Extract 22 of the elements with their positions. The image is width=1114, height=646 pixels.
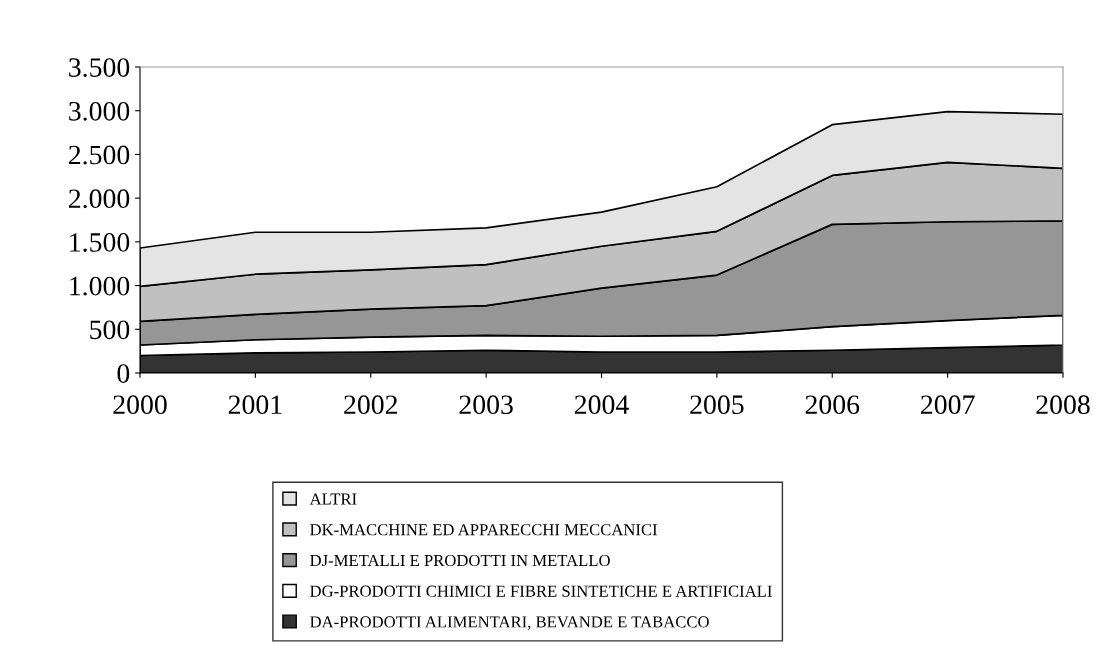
y-tick-label: 2.500	[69, 145, 130, 165]
x-tick-label: 2005	[690, 395, 744, 415]
y-tick-label: 1.000	[70, 276, 130, 296]
x-tick-label: 2007	[921, 395, 975, 415]
x-tick-label: 2008	[1036, 395, 1090, 415]
y-tick-label: 3.000	[69, 101, 130, 121]
legend-label: DG-PRODOTTI CHIMICI E FIBRE SINTETICHE E ARTIFICIALI	[310, 585, 772, 597]
legend-label: ALTRI	[309, 493, 357, 505]
x-tick-label: 2001	[228, 395, 282, 415]
x-tick-label: 2004	[574, 395, 629, 415]
x-tick-label: 2000	[113, 395, 167, 415]
legend-label: DK-MACCHINE ED APPARECCHI MECCANICI	[310, 524, 658, 536]
legend-label: DA-PRODOTTI ALIMENTARI, BEVANDE E TABACCO	[310, 616, 709, 630]
y-tick-label: 3.500	[69, 58, 130, 78]
y-tick-label: 500	[90, 320, 130, 340]
legend-label: DJ-METALLI E PRODOTTI IN METALLO	[310, 554, 610, 567]
y-tick-label: 2.000	[69, 189, 130, 209]
x-tick-label: 2006	[805, 395, 860, 415]
y-tick-label: 1.500	[70, 233, 130, 252]
y-tick-label: 0	[117, 364, 130, 383]
x-tick-label: 2003	[459, 395, 513, 415]
x-tick-label: 2002	[344, 395, 397, 415]
